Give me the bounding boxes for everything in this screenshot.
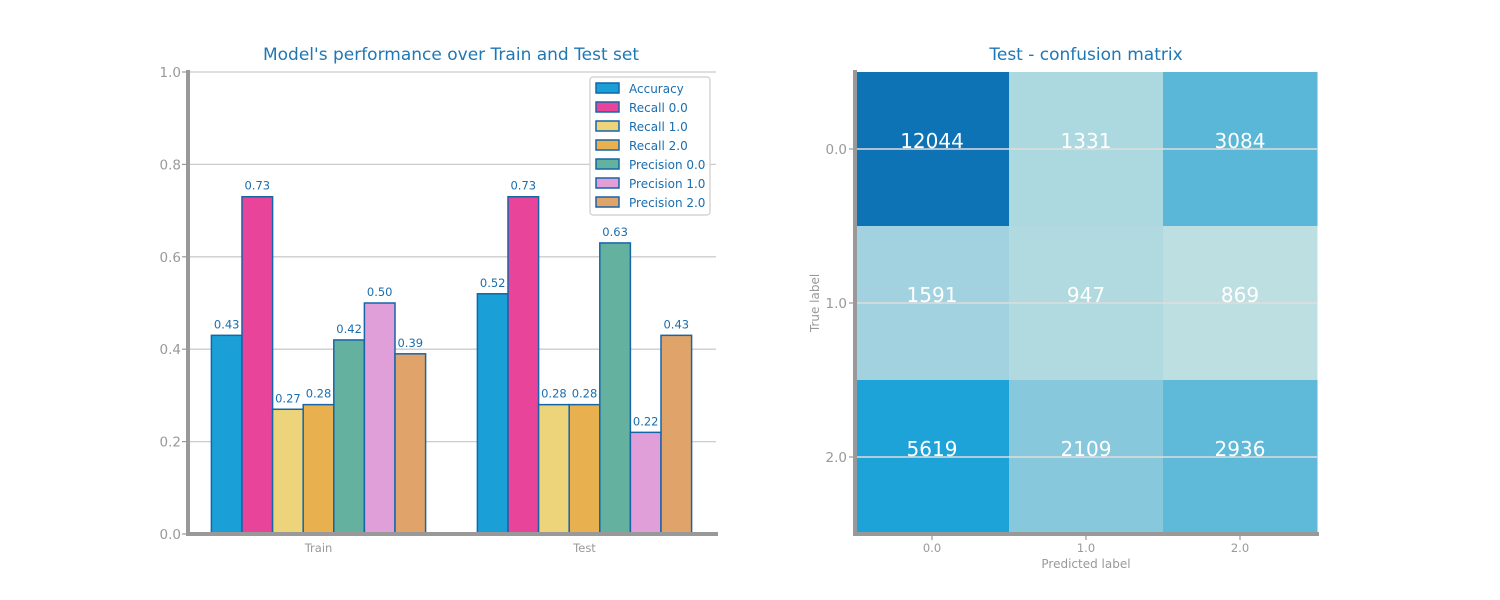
bar-precision-1-0-test: [629, 431, 662, 535]
legend-label: Recall 0.0: [629, 101, 688, 115]
bar-axes: [186, 70, 718, 536]
bar-value-labels: 0.43 0.73 0.27 0.28 0.42 0.50 0.39 0.52 0.73 0.28…: [214, 179, 689, 429]
bar-accuracy-test: [476, 293, 509, 535]
confusion-matrix-tick-labels: 0.0 1.0 2.0 0.0 1.0 2.0: [826, 142, 1250, 555]
matrix-cell-value: 1591: [907, 283, 958, 307]
bar-value-label: 0.50: [367, 285, 393, 299]
bar-precision-0-0-train: [333, 339, 366, 535]
matrix-cell-value: 1331: [1061, 129, 1112, 153]
confusion-matrix-cells: 12044 1331 3084 1591 947 869 5619 2109 2936: [855, 72, 1318, 535]
bar-value-label: 0.52: [480, 276, 506, 290]
bar-value-label: 0.28: [306, 387, 332, 401]
bar-value-label: 0.42: [336, 322, 362, 336]
legend-swatch: [595, 177, 620, 189]
legend-label: Recall 2.0: [629, 139, 688, 153]
legend-swatch: [595, 120, 620, 132]
bar-recall-2-0-train: [302, 403, 335, 535]
bar-value-label: 0.27: [275, 391, 301, 405]
bar-recall-1-0-test: [537, 403, 570, 535]
cm-y-tick-label: 2.0: [826, 450, 847, 466]
bar-value-label: 0.28: [541, 387, 567, 401]
x-tick-label: Test: [572, 541, 596, 555]
bar-value-label: 0.43: [214, 317, 240, 331]
confusion-matrix-chart: Test - confusion matrix 12044 1331 3084 159…: [808, 45, 1319, 571]
legend-label: Precision 0.0: [629, 158, 705, 172]
bar-value-label: 0.63: [602, 225, 628, 239]
bar-recall-1-0-train: [271, 408, 304, 535]
bar-value-label: 0.43: [663, 317, 689, 331]
y-tick-label: 0.2: [160, 435, 181, 451]
legend-label: Precision 2.0: [629, 196, 705, 210]
bar-chart-title: Model's performance over Train and Test …: [263, 45, 639, 65]
legend-label: Recall 1.0: [629, 120, 688, 134]
x-tick-label: Train: [304, 541, 333, 555]
bar-precision-0-0-test: [599, 242, 632, 535]
cm-x-tick-label: 2.0: [1231, 541, 1249, 555]
legend-swatch: [595, 139, 620, 151]
cm-y-tick-label: 0.0: [826, 142, 847, 158]
bar-precision-2-0-test: [660, 334, 693, 535]
y-tick-label: 0.4: [160, 342, 181, 358]
legend-swatch: [595, 196, 620, 208]
matrix-cell-value: 947: [1067, 283, 1105, 307]
bar-tick-labels: 0.0 0.2 0.4 0.6 0.8 1.0 Train Test: [160, 65, 597, 555]
bar-value-label: 0.28: [572, 387, 598, 401]
legend-swatch: [595, 101, 620, 113]
bar-chart: Model's performance over Train and Test …: [160, 45, 718, 555]
cm-x-tick-label: 1.0: [1077, 541, 1095, 555]
bar-value-label: 0.73: [510, 179, 536, 193]
y-tick-label: 1.0: [160, 65, 181, 81]
legend-label: Accuracy: [629, 82, 684, 96]
bar-value-label: 0.22: [633, 414, 659, 428]
legend: Accuracy Recall 0.0 Recall 1.0 Recall 2.0 Pr…: [589, 76, 711, 216]
bar-precision-2-0-train: [394, 353, 427, 535]
matrix-cell-value: 2109: [1061, 437, 1112, 461]
confusion-matrix-xlabel: Predicted label: [1041, 557, 1130, 571]
bar-marks: [210, 195, 693, 535]
matrix-cell-value: 869: [1221, 283, 1259, 307]
y-tick-label: 0.8: [160, 157, 181, 173]
legend-swatch: [595, 82, 620, 94]
cm-y-tick-label: 1.0: [826, 296, 847, 312]
confusion-matrix-ylabel: True label: [808, 274, 822, 333]
matrix-cell-value: 3084: [1215, 129, 1266, 153]
bar-recall-2-0-test: [568, 403, 601, 535]
confusion-matrix-title: Test - confusion matrix: [988, 45, 1182, 65]
legend-swatch: [595, 158, 620, 170]
bar-accuracy-train: [210, 334, 243, 535]
bar-value-label: 0.39: [397, 336, 423, 350]
bar-value-label: 0.73: [244, 179, 270, 193]
matrix-cell-value: 2936: [1215, 437, 1266, 461]
bar-precision-1-0-train: [363, 302, 396, 535]
matrix-cell-value: 5619: [907, 437, 958, 461]
legend-label: Precision 1.0: [629, 177, 705, 191]
legend-box: [589, 76, 711, 216]
bar-recall-0-0-train: [241, 195, 274, 535]
bar-recall-0-0-test: [507, 195, 540, 535]
cm-x-tick-label: 0.0: [923, 541, 941, 555]
y-tick-label: 0.6: [160, 250, 181, 266]
y-tick-label: 0.0: [160, 527, 181, 543]
matrix-cell-value: 12044: [900, 129, 964, 153]
